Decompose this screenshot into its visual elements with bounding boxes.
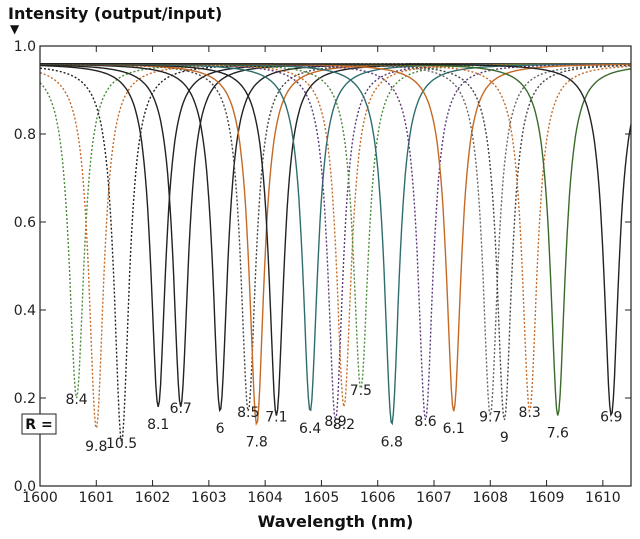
resonance-label: 8.6 <box>414 414 436 430</box>
y-tick-label: 0.8 <box>14 127 36 143</box>
resonance-label: 8.4 <box>65 392 87 408</box>
y-axis-title: Intensity (output/input) <box>8 4 223 23</box>
resonance-label: 8.2 <box>333 417 355 433</box>
y-tick-label: 1.0 <box>14 39 36 55</box>
resonance-label: 8.1 <box>147 417 169 433</box>
x-tick-label: 1600 <box>22 490 58 506</box>
x-tick-label: 1608 <box>472 490 508 506</box>
resonance-label: 9.8 <box>85 439 107 455</box>
resonance-label: 8.3 <box>519 405 541 421</box>
y-tick-label: 0.0 <box>14 479 36 495</box>
resonance-curve <box>40 63 631 421</box>
x-tick-label: 1605 <box>304 490 340 506</box>
x-tick-label: 1609 <box>529 490 565 506</box>
resonance-label: 8.5 <box>237 405 259 421</box>
x-axis-title: Wavelength (nm) <box>258 512 414 531</box>
y-tick-label: 0.4 <box>14 303 36 319</box>
resonance-label: 7.6 <box>547 426 569 442</box>
resonance-curve <box>40 63 631 390</box>
resonance-label: 6.4 <box>299 421 321 437</box>
resonance-label: 6.7 <box>170 401 192 417</box>
resonance-curve <box>40 63 632 418</box>
resonance-curve <box>40 63 631 421</box>
resonance-label: 7.1 <box>265 410 287 426</box>
r-label-box <box>21 413 57 435</box>
resonance-label: 7.5 <box>350 383 372 399</box>
resonance-curve <box>39 63 631 399</box>
x-tick-label: 1606 <box>360 490 396 506</box>
resonance-label: 6.8 <box>381 434 403 450</box>
resonance-label: 10.5 <box>106 436 137 452</box>
x-tick-label: 1603 <box>191 490 227 506</box>
r-label: R = <box>25 417 52 433</box>
x-tick-label: 1604 <box>247 490 283 506</box>
resonance-label: 7.8 <box>246 434 268 450</box>
x-tick-label: 1607 <box>416 490 452 506</box>
x-tick-label: 1610 <box>585 490 621 506</box>
plot-frame <box>39 45 632 487</box>
resonance-curve <box>39 63 631 430</box>
resonance-curve <box>40 63 631 412</box>
x-tick-label: 1602 <box>135 490 171 506</box>
resonance-label: 9.7 <box>479 410 501 426</box>
resonance-curve <box>40 63 631 407</box>
y-tick-label: 0.2 <box>14 391 36 407</box>
resonance-curve <box>40 63 632 414</box>
resonance-curve <box>40 63 631 407</box>
y-axis-arrow: ▼ <box>10 22 20 36</box>
x-tick-label: 1601 <box>78 490 114 506</box>
resonance-label: 6 <box>216 421 225 437</box>
resonance-label: 6.1 <box>443 421 465 437</box>
resonance-curve <box>40 63 631 421</box>
resonance-label: 8.9 <box>324 414 346 430</box>
y-tick-label: 0.6 <box>14 215 36 231</box>
resonance-curve <box>40 63 631 407</box>
resonance-label: 9 <box>500 430 509 446</box>
resonance-label: 6.9 <box>600 410 622 426</box>
